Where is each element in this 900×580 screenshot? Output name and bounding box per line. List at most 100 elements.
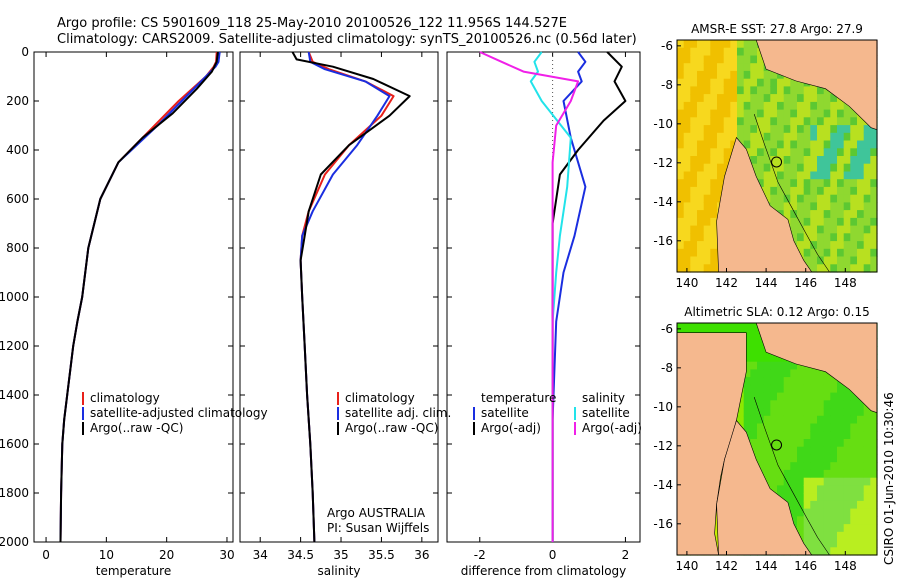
ocean-cell xyxy=(803,500,811,510)
ocean-cell xyxy=(777,361,785,370)
ocean-cell xyxy=(770,485,778,494)
ocean-cell xyxy=(697,323,705,332)
ocean-cell xyxy=(850,469,858,479)
ocean-cell xyxy=(703,233,711,242)
ocean-cell xyxy=(803,171,811,180)
x-tick-label: 20 xyxy=(159,548,174,562)
ocean-cell xyxy=(757,400,765,409)
ocean-cell xyxy=(843,125,851,134)
ocean-cell xyxy=(683,210,691,219)
ocean-cell xyxy=(863,423,871,432)
ocean-cell xyxy=(790,109,798,118)
ocean-cell xyxy=(863,415,871,425)
ocean-cell xyxy=(850,446,858,455)
ocean-cell xyxy=(703,217,711,227)
ocean-cell xyxy=(770,179,778,188)
ocean-cell xyxy=(790,415,798,425)
ocean-cell xyxy=(790,377,798,386)
ocean-cell xyxy=(757,446,765,455)
ocean-cell xyxy=(843,256,851,265)
ocean-cell xyxy=(697,55,705,64)
ocean-cell xyxy=(810,233,818,242)
ocean-cell xyxy=(763,369,771,378)
ocean-cell xyxy=(710,256,718,265)
ocean-cell xyxy=(757,454,765,463)
ocean-cell xyxy=(710,156,718,165)
ocean-cell xyxy=(857,462,865,471)
ocean-cell xyxy=(703,117,711,126)
ocean-cell xyxy=(743,400,751,409)
ocean-cell xyxy=(710,117,718,126)
ocean-cell xyxy=(857,132,865,142)
ocean-cell xyxy=(710,163,718,172)
ocean-cell xyxy=(757,101,765,111)
ocean-cell xyxy=(823,148,831,157)
ocean-cell xyxy=(790,156,798,165)
ocean-cell xyxy=(757,78,765,87)
ocean-cell xyxy=(750,86,758,95)
ocean-cell xyxy=(830,109,838,118)
y-tick-label: -10 xyxy=(653,400,673,414)
ocean-cell xyxy=(677,70,685,80)
ocean-cell xyxy=(790,462,798,471)
ocean-cell xyxy=(743,70,751,80)
ocean-cell xyxy=(817,156,825,165)
ocean-cell xyxy=(750,94,758,103)
ocean-cell xyxy=(837,132,845,142)
ocean-cell xyxy=(830,477,838,486)
ocean-cell xyxy=(763,415,771,425)
ocean-cell xyxy=(823,179,831,188)
ocean-cell xyxy=(817,140,825,149)
ocean-cell xyxy=(817,477,825,486)
ocean-cell xyxy=(823,217,831,227)
ocean-cell xyxy=(817,264,825,273)
y-tick-label: -10 xyxy=(653,117,673,131)
ocean-cell xyxy=(750,70,758,80)
ocean-cell xyxy=(810,415,818,425)
ocean-cell xyxy=(837,241,845,250)
ocean-cell xyxy=(803,94,811,103)
ocean-cell xyxy=(857,524,865,533)
ocean-cell xyxy=(683,202,691,211)
ocean-cell xyxy=(750,55,758,64)
ocean-cell xyxy=(743,101,751,111)
ocean-cell xyxy=(710,101,718,111)
ocean-cell xyxy=(817,117,825,126)
ocean-cell xyxy=(763,439,771,448)
ocean-cell xyxy=(717,323,725,332)
ocean-cell xyxy=(710,86,718,95)
ocean-cell xyxy=(797,140,805,149)
ocean-cell xyxy=(803,156,811,165)
ocean-cell xyxy=(857,264,865,273)
ocean-cell xyxy=(810,508,818,517)
ocean-cell xyxy=(837,264,845,273)
ocean-cell xyxy=(790,508,798,517)
ocean-cell xyxy=(743,63,751,72)
ocean-cell xyxy=(837,508,845,517)
ocean-cell xyxy=(770,477,778,486)
ocean-cell xyxy=(703,40,711,49)
ocean-cell xyxy=(790,225,798,234)
y-tick-label: 1400 xyxy=(0,388,29,402)
ocean-cell xyxy=(797,369,805,378)
ocean-cell xyxy=(690,132,698,142)
ocean-cell xyxy=(723,94,731,103)
ocean-cell xyxy=(677,63,685,72)
ocean-cell xyxy=(730,132,738,142)
annotation-argo-australia: Argo AUSTRALIA xyxy=(327,506,426,520)
ocean-cell xyxy=(677,78,685,87)
ocean-cell xyxy=(803,508,811,517)
y-tick-label: -12 xyxy=(653,156,673,170)
ocean-cell xyxy=(690,148,698,157)
ocean-cell xyxy=(777,485,785,494)
y-tick-label: 200 xyxy=(6,94,29,108)
ocean-cell xyxy=(690,125,698,134)
ocean-cell xyxy=(797,109,805,118)
ocean-cell xyxy=(810,163,818,172)
credit-text: CSIRO 01-Jun-2010 10:30:46 xyxy=(882,392,896,565)
ocean-cell xyxy=(870,500,878,510)
ocean-cell xyxy=(777,384,785,394)
ocean-cell xyxy=(757,338,765,347)
ocean-cell xyxy=(863,217,871,227)
y-tick-label: 0 xyxy=(21,45,29,59)
